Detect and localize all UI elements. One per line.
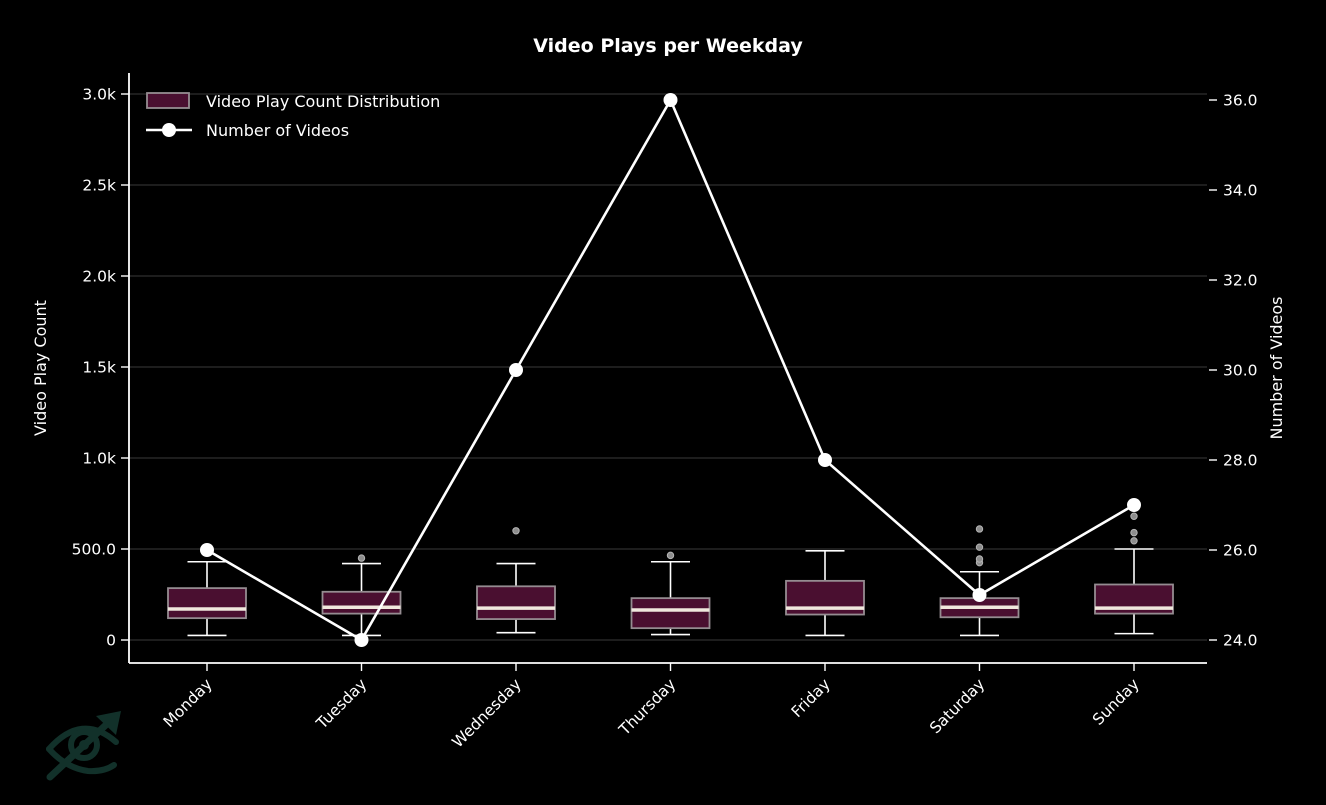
- x-tick-label: Monday: [160, 675, 216, 731]
- x-tick-label: Thursday: [615, 675, 679, 739]
- line-marker: [200, 543, 214, 557]
- right-axis-title: Number of Videos: [1267, 296, 1286, 439]
- marker-icon: [162, 123, 176, 137]
- outlier-point: [1130, 528, 1138, 537]
- right-tick-label: 34.0: [1223, 182, 1258, 200]
- right-tick-label: 28.0: [1223, 452, 1258, 470]
- outlier-point: [1130, 537, 1138, 545]
- line-marker: [1127, 498, 1141, 512]
- gridlines: [129, 93, 1207, 641]
- right-tick-label: 30.0: [1223, 362, 1258, 380]
- x-tick-label: Tuesday: [312, 675, 370, 733]
- line-marker: [818, 453, 832, 467]
- left-tick-label: 1.5k: [82, 359, 116, 377]
- line-marker: [354, 633, 369, 647]
- right-tick-label: 36.0: [1223, 92, 1258, 110]
- x-tick-label: Sunday: [1089, 675, 1143, 729]
- right-tick-label: 32.0: [1223, 272, 1258, 290]
- legend-label-box: Video Play Count Distribution: [206, 92, 440, 111]
- legend: Video Play Count Distribution Number of …: [146, 92, 440, 140]
- box: [476, 585, 556, 620]
- line-marker: [509, 363, 523, 377]
- left-tick-label: 1.0k: [82, 450, 116, 468]
- left-tick-label: 500.0: [72, 541, 116, 559]
- left-tick-label: 2.5k: [82, 177, 116, 195]
- boxplot-series: [167, 512, 1174, 637]
- outlier-point: [512, 527, 520, 535]
- x-tick-label: Wednesday: [449, 675, 525, 751]
- right-tick-label: 24.0: [1223, 632, 1258, 650]
- box: [321, 590, 402, 615]
- legend-label-line: Number of Videos: [206, 121, 349, 140]
- outlier-point: [975, 543, 984, 551]
- outlier-point: [666, 551, 675, 560]
- left-axis-title: Video Play Count: [31, 300, 50, 436]
- box: [167, 587, 247, 620]
- outlier-point: [975, 525, 984, 533]
- left-tick-label: 0: [106, 632, 116, 650]
- box: [630, 597, 711, 630]
- line-series: [200, 93, 1141, 647]
- axis-spines: [128, 73, 1207, 664]
- left-tick-label: 3.0k: [82, 86, 116, 104]
- outlier-point: [357, 554, 366, 562]
- chart-title: Video Plays per Weekday: [533, 35, 803, 57]
- right-tick-label: 26.0: [1223, 542, 1258, 560]
- line-marker: [663, 93, 678, 107]
- outlier-point: [1130, 512, 1138, 520]
- outlier-point: [975, 555, 984, 563]
- eye-trending-up-icon: [46, 711, 121, 781]
- x-tick-label: Friday: [788, 675, 834, 721]
- line-marker: [972, 588, 987, 602]
- box-swatch-icon: [146, 92, 190, 109]
- x-tick-label: Saturday: [926, 675, 988, 737]
- left-tick-label: 2.0k: [82, 268, 116, 286]
